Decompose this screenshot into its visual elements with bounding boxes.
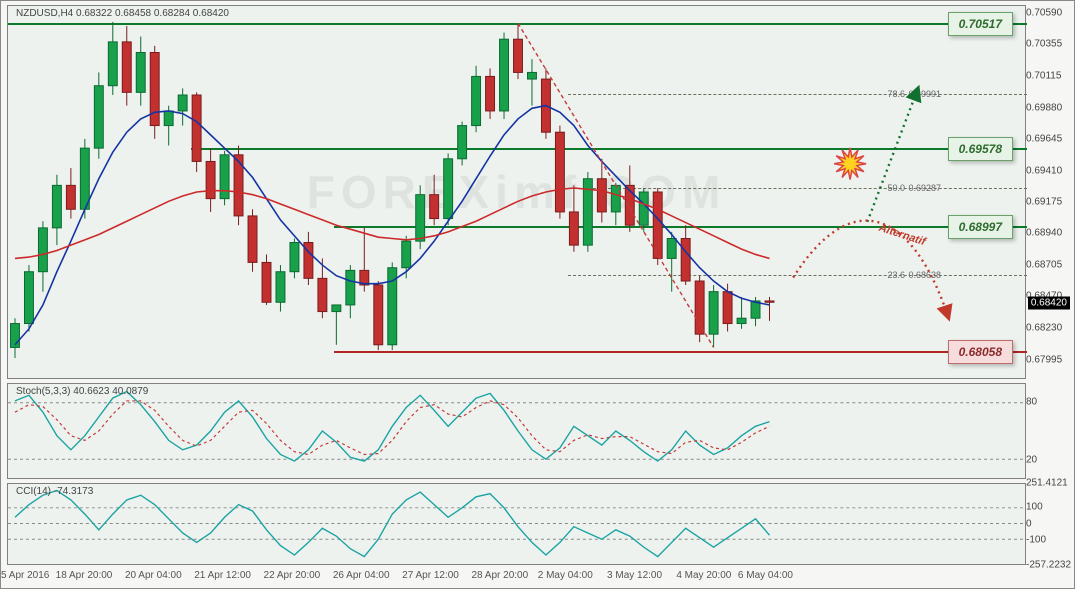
stoch-y-axis: 2080 — [1026, 383, 1070, 479]
ytick: 0.69175 — [1026, 197, 1062, 208]
xtick: 3 May 12:00 — [607, 570, 662, 581]
stoch-title: Stoch(5,3,3) 40.6623 40.0879 — [16, 386, 148, 397]
price-y-axis: 0.679950.682300.684700.687050.689400.691… — [1026, 5, 1070, 379]
ytick: 0.69880 — [1026, 102, 1062, 113]
ytick: -100 — [1026, 534, 1046, 545]
xtick: 27 Apr 12:00 — [402, 570, 459, 581]
chart-window[interactable]: NZDUSD,H4 0.68322 0.68458 0.68284 0.6842… — [0, 0, 1075, 589]
stoch-panel[interactable]: Stoch(5,3,3) 40.6623 40.0879 — [7, 383, 1026, 479]
ohlc-label: 0.68322 0.68458 0.68284 0.68420 — [76, 8, 229, 19]
ytick: -257.2232 — [1026, 560, 1071, 571]
symbol-label: NZDUSD,H4 — [16, 8, 73, 19]
ytick: 20 — [1026, 454, 1037, 465]
cci-title: CCI(14) -74.3173 — [16, 486, 93, 497]
level-label: 0.68997 — [948, 215, 1013, 239]
price-panel[interactable]: NZDUSD,H4 0.68322 0.68458 0.68284 0.6842… — [7, 5, 1026, 379]
cci-name: CCI(14) — [16, 486, 51, 497]
level-label: 0.68058 — [948, 340, 1013, 364]
xtick: 22 Apr 20:00 — [264, 570, 321, 581]
xtick: 2 May 04:00 — [538, 570, 593, 581]
ytick: 0.67995 — [1026, 354, 1062, 365]
xtick: 20 Apr 04:00 — [125, 570, 182, 581]
ytick: 0.68705 — [1026, 259, 1062, 270]
xtick: 15 Apr 2016 — [0, 570, 49, 581]
cci-y-axis: -257.2232-1000100251.4121 — [1026, 483, 1070, 565]
time-axis: 15 Apr 201618 Apr 20:0020 Apr 04:0021 Ap… — [7, 570, 1026, 586]
price-plot — [8, 6, 1025, 378]
current-price-tag: 0.68420 — [1028, 296, 1070, 309]
ytick: 0 — [1026, 518, 1032, 529]
stoch-name: Stoch(5,3,3) — [16, 386, 70, 397]
cci-values: -74.3173 — [54, 486, 93, 497]
ytick: 0.69645 — [1026, 134, 1062, 145]
ytick: 0.68230 — [1026, 323, 1062, 334]
ytick: 0.68940 — [1026, 228, 1062, 239]
xtick: 18 Apr 20:00 — [56, 570, 113, 581]
level-label: 0.70517 — [948, 12, 1013, 36]
ytick: 80 — [1026, 397, 1037, 408]
xtick: 21 Apr 12:00 — [194, 570, 251, 581]
ytick: 0.70355 — [1026, 39, 1062, 50]
ytick: 0.70590 — [1026, 8, 1062, 19]
xtick: 28 Apr 20:00 — [471, 570, 528, 581]
xtick: 4 May 20:00 — [676, 570, 731, 581]
ytick: 0.69410 — [1026, 165, 1062, 176]
cci-plot — [8, 484, 1025, 564]
ytick: 251.4121 — [1026, 478, 1068, 489]
ytick: 0.70115 — [1026, 71, 1061, 82]
stoch-values: 40.6623 40.0879 — [73, 386, 148, 397]
level-label: 0.69578 — [948, 137, 1013, 161]
cci-panel[interactable]: CCI(14) -74.3173 — [7, 483, 1026, 565]
stoch-plot — [8, 384, 1025, 478]
xtick: 6 May 04:00 — [738, 570, 793, 581]
chart-title: NZDUSD,H4 0.68322 0.68458 0.68284 0.6842… — [16, 8, 229, 19]
ytick: 100 — [1026, 502, 1043, 513]
xtick: 26 Apr 04:00 — [333, 570, 390, 581]
